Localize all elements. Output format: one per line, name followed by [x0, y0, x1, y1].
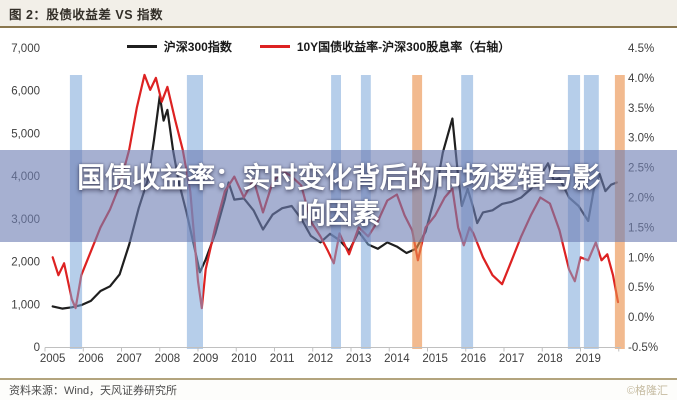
right-axis-tick-label: 3.0%: [628, 133, 654, 145]
left-axis-tick-label: 1,000: [11, 299, 40, 311]
left-axis-tick-label: 2,000: [11, 257, 40, 269]
watermark-overlay-banner: 国债收益率：实时变化背后的市场逻辑与影 响因素: [0, 150, 677, 242]
x-axis-year-label: 2019: [575, 353, 601, 365]
left-axis-tick-label: 6,000: [11, 86, 40, 98]
right-axis-tick-label: 3.5%: [628, 103, 654, 115]
x-axis-year-label: 2013: [346, 353, 372, 365]
right-axis-tick-label: 1.0%: [628, 252, 654, 264]
x-axis-year-label: 2016: [461, 353, 487, 365]
chart-legend: 沪深300指数 10Y国债收益率-沪深300股息率（右轴）: [0, 38, 637, 55]
x-axis-year-label: 2018: [537, 353, 563, 365]
right-axis-tick-label: 4.0%: [628, 73, 654, 85]
overlay-title-line2: 响因素: [297, 198, 380, 229]
left-axis-tick-label: 5,000: [11, 128, 40, 140]
x-axis-year-label: 2008: [155, 353, 181, 365]
legend-item-csi300: 沪深300指数: [126, 38, 232, 55]
left-axis-tick-label: 0: [34, 342, 40, 354]
x-axis-year-label: 2005: [40, 353, 66, 365]
x-axis-year-label: 2014: [384, 353, 410, 365]
x-axis-year-label: 2007: [116, 353, 142, 365]
x-axis-year-label: 2017: [499, 353, 525, 365]
x-axis-year-label: 2009: [193, 353, 219, 365]
figure-title: 图 2：股债收益差 VS 指数: [9, 7, 164, 22]
x-axis-year-label: 2010: [231, 353, 257, 365]
figure-header: 图 2：股债收益差 VS 指数: [0, 0, 677, 28]
overlay-title-line1: 国债收益率：实时变化背后的市场逻辑与影: [77, 161, 600, 193]
right-axis-tick-label: 0.0%: [628, 312, 654, 324]
red-line-swatch-icon: [259, 45, 290, 48]
x-axis-year-label: 2012: [308, 353, 334, 365]
site-watermark: ©格隆汇: [626, 385, 668, 397]
source-note: 资料来源：Wind，天风证券研究所: [9, 385, 178, 397]
legend-item-yield-spread: 10Y国债收益率-沪深300股息率（右轴）: [259, 38, 511, 55]
black-line-swatch-icon: [126, 45, 157, 48]
right-axis-tick-label: -0.5%: [628, 342, 658, 354]
x-axis-year-label: 2015: [422, 353, 448, 365]
right-axis-tick-label: 0.5%: [628, 282, 654, 294]
x-axis-year-label: 2011: [270, 353, 295, 365]
legend-label-yield-spread: 10Y国债收益率-沪深300股息率（右轴）: [296, 40, 511, 54]
figure-footer: 资料来源：Wind，天风证券研究所 ©格隆汇: [0, 378, 677, 400]
x-axis-year-label: 2006: [78, 353, 104, 365]
legend-label-csi300: 沪深300指数: [163, 40, 232, 54]
